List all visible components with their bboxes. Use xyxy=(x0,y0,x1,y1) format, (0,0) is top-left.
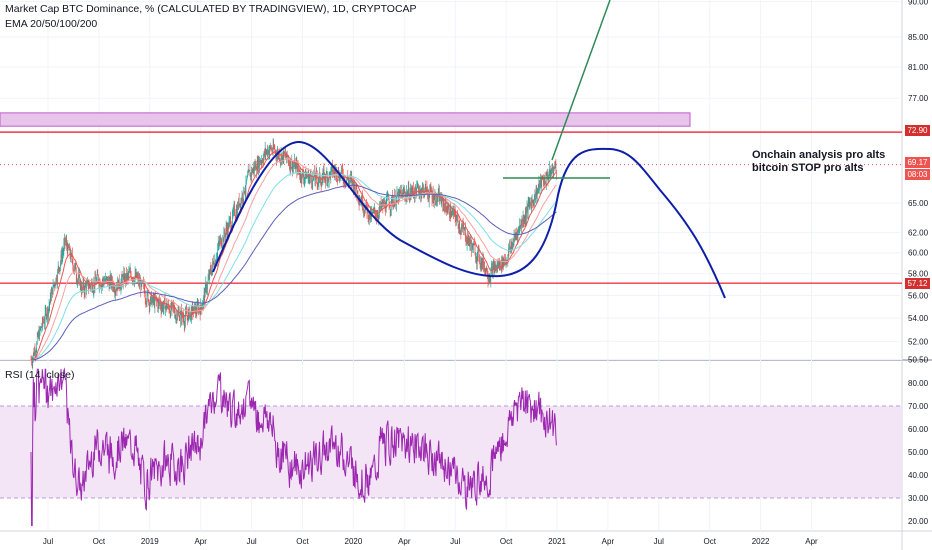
ema20-line xyxy=(30,151,557,361)
rsi-tick-label: 40.00 xyxy=(908,471,929,480)
drawn-trendline xyxy=(551,0,611,161)
rsi-tick-label: 60.00 xyxy=(908,425,929,434)
price-tick-label: 52.00 xyxy=(908,337,929,346)
ema100-line xyxy=(30,171,557,361)
rsi-band xyxy=(0,406,902,498)
drawn-cup-curve xyxy=(212,140,726,299)
price-tick-label: 81.00 xyxy=(908,63,929,72)
chart-title: Market Cap BTC Dominance, % (CALCULATED … xyxy=(5,3,417,15)
resistance-zone xyxy=(0,112,691,127)
time-tick-label: Apr xyxy=(805,537,818,546)
last-price-tag: 69.17 xyxy=(905,157,930,168)
ema50-line xyxy=(30,158,557,361)
time-tick-label: Oct xyxy=(93,537,106,546)
price-tick-label: 54.00 xyxy=(908,314,929,323)
rsi-tick-label: 70.00 xyxy=(908,402,929,411)
annotation-line-2: bitcoin STOP pro alts xyxy=(752,162,864,174)
price-tick-label: 90.00 xyxy=(908,0,929,7)
candles xyxy=(30,138,557,370)
price-tick-label: 85.00 xyxy=(908,33,929,42)
time-tick-label: 2019 xyxy=(141,537,159,546)
price-tick-label: 56.00 xyxy=(908,291,929,300)
annotation-line-1: Onchain analysis pro alts xyxy=(752,149,886,161)
rsi-tick-label: 80.00 xyxy=(908,379,929,388)
time-tick-label: Apr xyxy=(602,537,615,546)
time-tick-label: Jul xyxy=(654,537,664,546)
price-tick-label: 58.00 xyxy=(908,270,929,279)
time-tick-label: Jul xyxy=(450,537,460,546)
rsi-tick-label: 20.00 xyxy=(908,517,929,526)
price-tick-label: 60.00 xyxy=(908,249,929,258)
support-price-tag: 57.12 xyxy=(905,278,930,289)
time-tick-label: Apr xyxy=(398,537,411,546)
time-tick-label: 2022 xyxy=(752,537,770,546)
resistance-price-tag: 72.90 xyxy=(905,125,930,136)
rsi-tick-label: 30.00 xyxy=(908,494,929,503)
price-tick-label: 50.50 xyxy=(908,356,929,365)
price-tick-label: 62.00 xyxy=(908,228,929,237)
time-tick-label: Jul xyxy=(43,537,53,546)
indicator-label: EMA 20/50/100/200 xyxy=(5,18,98,30)
time-tick-label: Apr xyxy=(194,537,207,546)
time-tick-label: 2020 xyxy=(345,537,363,546)
rsi-label: RSI (14, close) xyxy=(5,369,75,381)
time-tick-label: Oct xyxy=(703,537,716,546)
price-tick-label: 65.00 xyxy=(908,199,929,208)
time-tick-label: Oct xyxy=(500,537,513,546)
price-tick-label: 77.00 xyxy=(908,94,929,103)
rsi-tick-label: 50.00 xyxy=(908,448,929,457)
ema200-line xyxy=(30,184,557,361)
countdown-tag: 08:03 xyxy=(905,169,930,180)
time-tick-label: Oct xyxy=(296,537,309,546)
rsi-line xyxy=(30,367,557,527)
time-tick-label: Jul xyxy=(246,537,256,546)
time-tick-label: 2021 xyxy=(548,537,566,546)
